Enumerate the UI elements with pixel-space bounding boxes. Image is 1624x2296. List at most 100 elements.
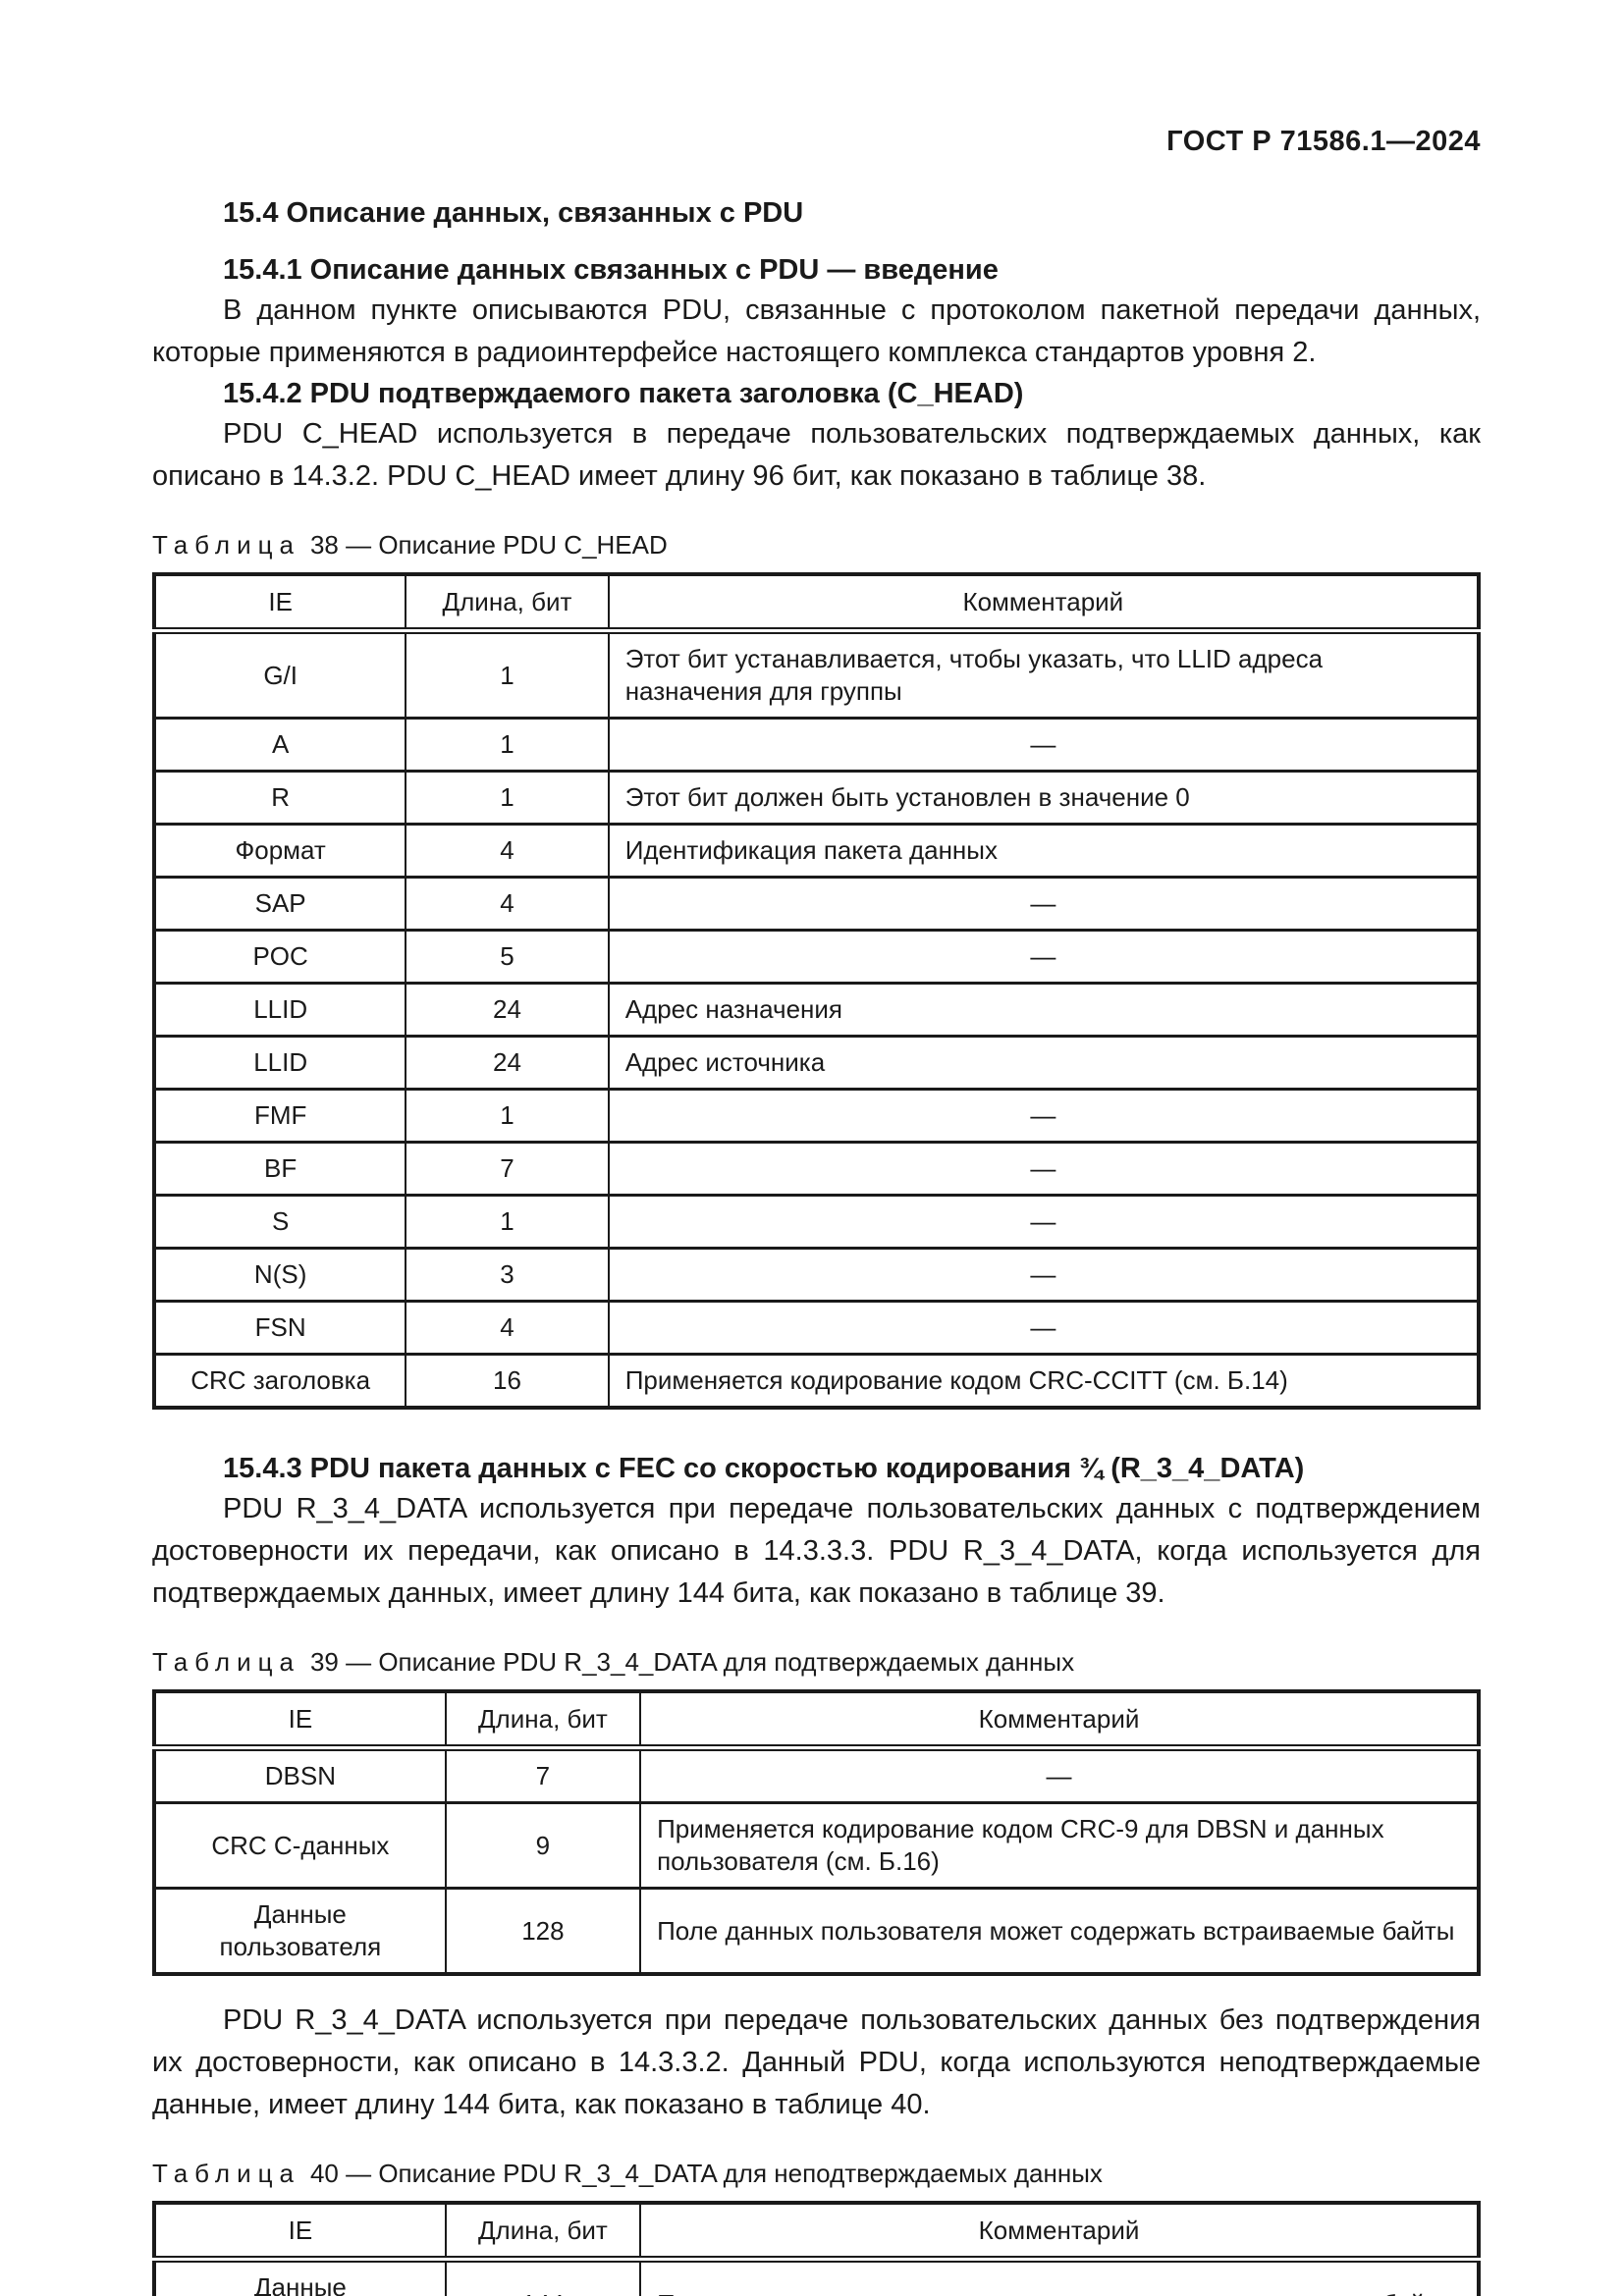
cell-ie: S (152, 1194, 407, 1250)
cell-comment: — (607, 1088, 1481, 1144)
table-38: IE Длина, бит Комментарий G/I 1 Этот бит у… (152, 572, 1481, 1410)
cell-ie: N(S) (152, 1247, 407, 1303)
heading-15-4: 15.4 Описание данных, связанных с PDU (223, 197, 804, 229)
table-header-row: IE Длина, бит Комментарий (153, 1690, 1480, 1751)
paragraph-15-4-3-b: PDU R_3_4_DATA используется при передаче… (152, 2004, 1481, 2120)
cell-length: 1 (405, 717, 610, 773)
cell-comment: — (607, 1141, 1481, 1197)
cell-ie: FMF (152, 1088, 407, 1144)
cell-length: 7 (405, 1141, 610, 1197)
cell-length: 5 (405, 929, 610, 985)
table-row: N(S) 3— (152, 1247, 1481, 1303)
cell-length: 1 (405, 1194, 610, 1250)
table-caption-word: Таблица (152, 1647, 300, 1677)
cell-comment: Этот бит должен быть установлен в значен… (607, 770, 1481, 826)
table-row: BF 7— (152, 1141, 1481, 1197)
col-header-comment: Комментарий (607, 573, 1481, 634)
table-row: CRC С-данных 9 Применяется кодирование код… (153, 1801, 1480, 1890)
table-row: Данные пользователя 128 Поле данных пользо… (153, 1887, 1480, 1975)
cell-comment: — (607, 717, 1481, 773)
cell-ie: G/I (152, 629, 407, 720)
cell-length: 3 (405, 1247, 610, 1303)
cell-comment: Поле данных пользователя может содержать… (639, 1887, 1480, 1975)
cell-ie: POC (152, 929, 407, 985)
table-row: A 1— (152, 717, 1481, 773)
col-header-ie: IE (152, 573, 407, 634)
cell-comment: Идентификация пакета данных (607, 823, 1481, 879)
cell-length: 4 (405, 876, 610, 932)
table-row: Данные пользователя144Поле данных пользо… (153, 2258, 1480, 2296)
cell-comment: Поле данных пользователя может содержать… (639, 2258, 1480, 2296)
cell-ie: SAP (152, 876, 407, 932)
cell-comment: Адрес источника (607, 1035, 1481, 1091)
standard-number: ГОСТ Р 71586.1—2024 (1166, 126, 1481, 157)
paragraph-15-4-1: В данном пункте описываются PDU, связанн… (152, 294, 1481, 368)
cell-length: 1 (405, 1088, 610, 1144)
table-caption-text: 39 — Описание PDU R_3_4_DATA для подтвер… (309, 1647, 1075, 1677)
table-row: LLID 24 Адрес источника (152, 1035, 1481, 1091)
table-row: LLID 24 Адрес назначения (152, 982, 1481, 1038)
table-caption-text: 40 — Описание PDU R_3_4_DATA для неподтв… (309, 2159, 1103, 2188)
cell-comment: Применяется кодирование кодом CRC-CCITT … (607, 1353, 1481, 1409)
table-39-caption: Таблица 39 — Описание PDU R_3_4_DATA для … (152, 1646, 1481, 1678)
table-row: S 1— (152, 1194, 1481, 1250)
table-row: G/I 1 Этот бит устанавливается, чтобы указ… (152, 629, 1481, 720)
table-40: IE Длина, бит Комментарий Данные пользов… (152, 2201, 1481, 2296)
heading-15-4-2: 15.4.2 PDU подтверждаемого пакета заголо… (223, 378, 1024, 409)
cell-length: 9 (444, 1801, 642, 1890)
table-row: FSN 4— (152, 1300, 1481, 1356)
table-39: IE Длина, бит Комментарий DBSN 7— CRC С-да… (152, 1689, 1481, 1976)
col-header-length: Длина, бит (444, 2202, 642, 2263)
cell-comment: — (607, 929, 1481, 985)
cell-length: 24 (405, 1035, 610, 1091)
table-row: CRC заголовка 16 Применяется кодирование к… (152, 1353, 1481, 1409)
table-row: SAP 4— (152, 876, 1481, 932)
cell-comment: — (607, 876, 1481, 932)
paragraph-15-4-3-a: PDU R_3_4_DATA используется при передаче… (152, 1493, 1481, 1609)
col-header-comment: Комментарий (639, 2202, 1480, 2263)
cell-length: 144 (444, 2258, 642, 2296)
table-40-caption: Таблица 40 — Описание PDU R_3_4_DATA для … (152, 2158, 1481, 2189)
cell-ie: Данные пользователя (153, 2258, 447, 2296)
cell-length: 7 (444, 1746, 642, 1804)
cell-ie: BF (152, 1141, 407, 1197)
cell-length: 4 (405, 823, 610, 879)
cell-ie: CRC заголовка (152, 1353, 407, 1409)
cell-comment: Этот бит устанавливается, чтобы указать,… (607, 629, 1481, 720)
table-row: DBSN 7— (153, 1746, 1480, 1804)
cell-length: 1 (405, 770, 610, 826)
cell-ie: FSN (152, 1300, 407, 1356)
cell-length: 128 (444, 1887, 642, 1975)
cell-length: 16 (405, 1353, 610, 1409)
heading-15-4-1: 15.4.1 Описание данных связанных с PDU —… (223, 254, 999, 286)
cell-length: 1 (405, 629, 610, 720)
cell-ie: LLID (152, 1035, 407, 1091)
col-header-length: Длина, бит (405, 573, 610, 634)
cell-comment: — (607, 1247, 1481, 1303)
cell-ie: Формат (152, 823, 407, 879)
table-caption-word: Таблица (152, 2159, 300, 2188)
cell-comment: — (639, 1746, 1480, 1804)
paragraph-15-4-2: PDU C_HEAD используется в передаче польз… (152, 418, 1481, 492)
table-row: FMF 1— (152, 1088, 1481, 1144)
cell-ie: R (152, 770, 407, 826)
col-header-length: Длина, бит (444, 1690, 642, 1751)
cell-length: 4 (405, 1300, 610, 1356)
table-row: R 1 Этот бит должен быть установлен в знач… (152, 770, 1481, 826)
table-header-row: IE Длина, бит Комментарий (152, 573, 1481, 634)
cell-ie: A (152, 717, 407, 773)
table-row: Формат 4 Идентификация пакета данных (152, 823, 1481, 879)
col-header-ie: IE (153, 1690, 447, 1751)
table-caption-word: Таблица (152, 530, 300, 560)
cell-ie: CRC С-данных (153, 1801, 447, 1890)
cell-ie: DBSN (153, 1746, 447, 1804)
table-header-row: IE Длина, бит Комментарий (153, 2202, 1480, 2263)
cell-length: 24 (405, 982, 610, 1038)
heading-15-4-3: 15.4.3 PDU пакета данных с FEC со скорос… (223, 1453, 1305, 1484)
col-header-ie: IE (153, 2202, 447, 2263)
cell-comment: — (607, 1300, 1481, 1356)
cell-ie: Данные пользователя (153, 1887, 447, 1975)
cell-ie: LLID (152, 982, 407, 1038)
cell-comment: Адрес назначения (607, 982, 1481, 1038)
